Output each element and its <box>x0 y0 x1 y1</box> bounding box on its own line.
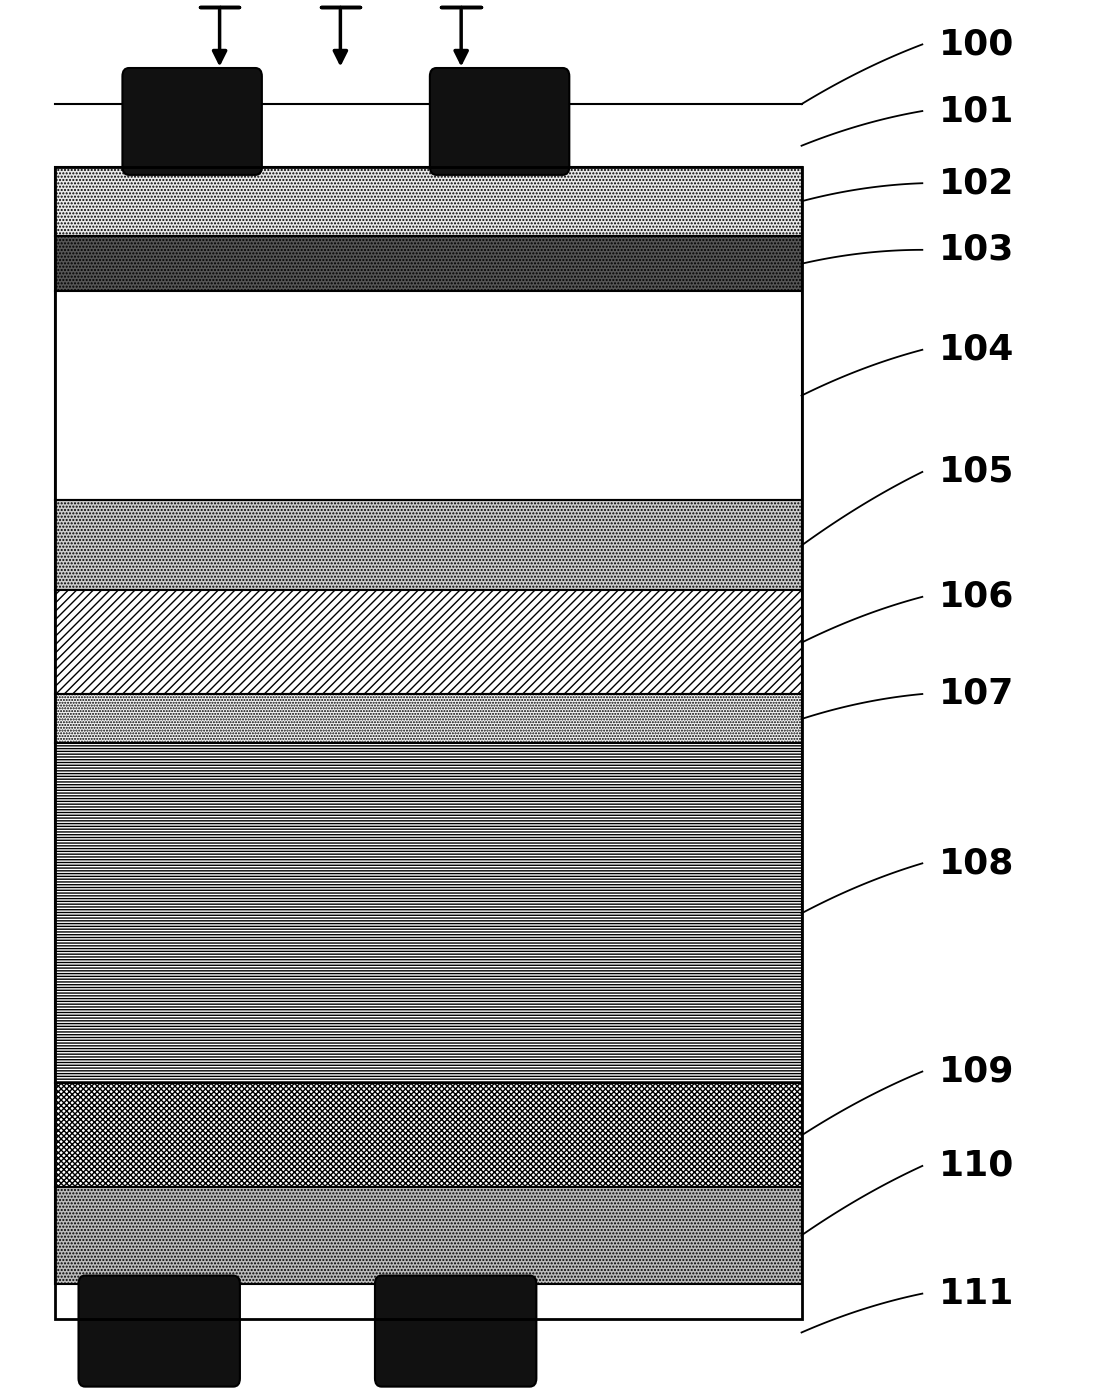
Text: 107: 107 <box>939 677 1015 711</box>
Text: 108: 108 <box>939 847 1015 880</box>
FancyBboxPatch shape <box>374 1276 536 1387</box>
Bar <box>55 1083 802 1187</box>
Text: 103: 103 <box>939 233 1015 266</box>
Text: 100: 100 <box>939 28 1015 61</box>
Bar <box>55 743 802 1083</box>
Bar <box>55 694 802 743</box>
Text: 110: 110 <box>939 1149 1015 1183</box>
Bar <box>55 500 802 590</box>
Bar <box>55 590 802 694</box>
Text: 106: 106 <box>939 580 1015 613</box>
Bar <box>55 167 802 236</box>
Text: 101: 101 <box>939 94 1015 128</box>
FancyBboxPatch shape <box>430 68 569 175</box>
Text: 109: 109 <box>939 1055 1015 1088</box>
Bar <box>55 167 802 1319</box>
Bar <box>55 1187 802 1284</box>
Text: 111: 111 <box>939 1277 1015 1310</box>
Bar <box>55 236 802 291</box>
FancyBboxPatch shape <box>122 68 261 175</box>
Text: 102: 102 <box>939 167 1015 200</box>
FancyBboxPatch shape <box>78 1276 239 1387</box>
Text: 104: 104 <box>939 333 1015 366</box>
Text: 105: 105 <box>939 455 1015 489</box>
Bar <box>55 291 802 500</box>
